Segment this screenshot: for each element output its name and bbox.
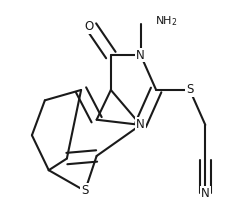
Text: N: N bbox=[136, 118, 145, 131]
Text: N: N bbox=[136, 49, 145, 62]
Text: N: N bbox=[201, 187, 210, 200]
Text: S: S bbox=[81, 184, 89, 197]
Text: O: O bbox=[84, 20, 94, 33]
Text: S: S bbox=[186, 84, 194, 96]
Text: NH$_2$: NH$_2$ bbox=[155, 15, 177, 28]
